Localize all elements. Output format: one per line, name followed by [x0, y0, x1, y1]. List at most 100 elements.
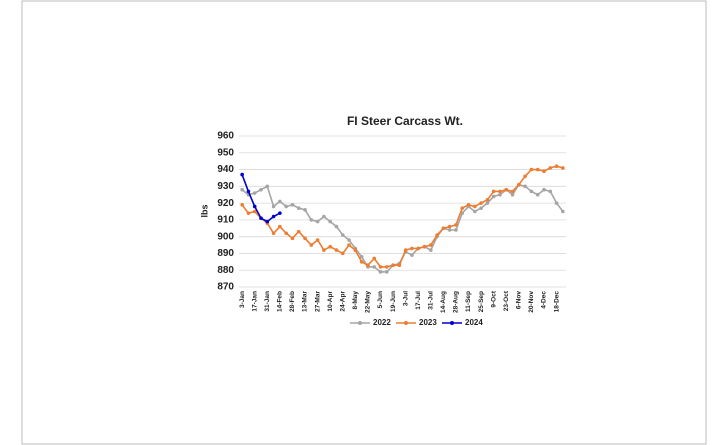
series-marker: [535, 167, 540, 172]
series-marker: [473, 209, 477, 214]
series-marker: [397, 263, 402, 267]
series-marker: [435, 233, 439, 237]
series-marker: [259, 187, 263, 192]
series-marker: [328, 219, 332, 224]
series-marker: [265, 184, 270, 189]
series-marker: [523, 184, 527, 189]
series-marker: [240, 172, 244, 177]
series-marker: [278, 199, 282, 204]
series-marker: [309, 218, 314, 222]
y-tick-label: 920: [217, 198, 234, 209]
series-marker: [309, 243, 314, 247]
y-tick-label: 900: [217, 231, 234, 242]
chart-title: FI Steer Carcass Wt.: [347, 114, 463, 128]
x-tick-label: 14-Aug: [440, 291, 447, 313]
x-tick-label: 5-Jun: [377, 291, 384, 308]
series-marker: [529, 189, 534, 194]
series-marker: [561, 209, 565, 214]
series-marker: [517, 182, 521, 187]
series-marker: [422, 244, 427, 249]
x-tick-label: 31-Jan: [264, 291, 271, 312]
series-marker: [296, 229, 301, 234]
x-tick-label: 20-Nov: [528, 291, 535, 313]
series-marker: [240, 187, 244, 192]
x-tick-label: 22-May: [365, 291, 372, 313]
series-marker: [510, 189, 515, 194]
series-marker: [498, 192, 502, 197]
x-tick-label: 18-Dec: [553, 291, 560, 313]
series-marker: [252, 191, 257, 195]
series-marker: [441, 226, 446, 231]
series-marker: [447, 224, 452, 229]
x-tick-label: 28-Aug: [453, 291, 460, 313]
x-tick-label: 14-Feb: [277, 291, 284, 312]
x-tick-label: 8-May: [352, 291, 359, 310]
series-marker: [265, 219, 270, 224]
x-tick-label: 9-Oct: [490, 290, 497, 307]
series-marker: [410, 253, 414, 257]
series-marker: [271, 231, 276, 236]
x-tick-label: 24-Apr: [339, 291, 346, 312]
legend-label: 2023: [419, 318, 437, 327]
x-tick-label: 6-Nov: [516, 291, 523, 309]
series-marker: [359, 260, 364, 264]
series-marker: [372, 256, 377, 261]
series-marker: [391, 263, 395, 267]
series-marker: [428, 248, 433, 252]
series-marker: [340, 251, 345, 256]
x-tick-label: 17-Jul: [415, 291, 422, 310]
series-marker: [504, 187, 509, 192]
series-marker: [303, 236, 307, 241]
series-marker: [334, 248, 339, 252]
y-tick-label: 930: [217, 181, 234, 192]
series-marker: [290, 236, 295, 241]
x-tick-label: 11-Sep: [465, 291, 472, 312]
series-marker: [303, 208, 307, 212]
series-marker: [315, 238, 320, 242]
legend-label: 2024: [465, 318, 483, 327]
series-marker: [466, 202, 471, 207]
series-marker: [460, 206, 465, 210]
series-marker: [535, 192, 540, 197]
series-marker: [485, 201, 490, 205]
x-tick-label: 28-Feb: [289, 291, 296, 312]
series-marker: [378, 270, 383, 274]
series-marker: [240, 202, 244, 207]
series-line: [241, 165, 564, 268]
series-marker: [296, 206, 301, 210]
x-tick-label: 27-Mar: [314, 291, 321, 312]
series-marker: [447, 228, 452, 232]
series-marker: [548, 166, 553, 170]
series-marker: [252, 204, 257, 209]
series-marker: [315, 219, 320, 224]
series-marker: [428, 243, 433, 247]
series-marker: [384, 265, 389, 269]
series-marker: [454, 228, 458, 232]
y-tick-label: 950: [217, 147, 234, 158]
series-marker: [359, 254, 364, 259]
page-frame: [21, 0, 707, 445]
x-tick-label: 31-Jul: [428, 291, 435, 310]
x-tick-label: 3-Jul: [402, 291, 409, 306]
y-tick-label: 870: [217, 282, 234, 293]
series-marker: [246, 189, 251, 194]
series-marker: [353, 248, 358, 252]
series-marker: [290, 202, 295, 207]
series-marker: [384, 270, 389, 274]
series-marker: [485, 197, 490, 202]
series-marker: [278, 224, 282, 229]
series-marker: [378, 265, 383, 269]
series-marker: [252, 209, 257, 214]
series-marker: [284, 231, 288, 236]
series-marker: [366, 263, 370, 267]
series-marker: [554, 201, 559, 205]
series-marker: [561, 166, 565, 170]
series-marker: [498, 189, 502, 194]
x-tick-label: 10-Apr: [327, 291, 334, 312]
x-tick-label: 13-Mar: [302, 291, 309, 312]
legend-marker: [358, 321, 362, 325]
series-marker: [403, 248, 408, 252]
legend-marker: [404, 321, 408, 325]
series-marker: [284, 204, 288, 209]
